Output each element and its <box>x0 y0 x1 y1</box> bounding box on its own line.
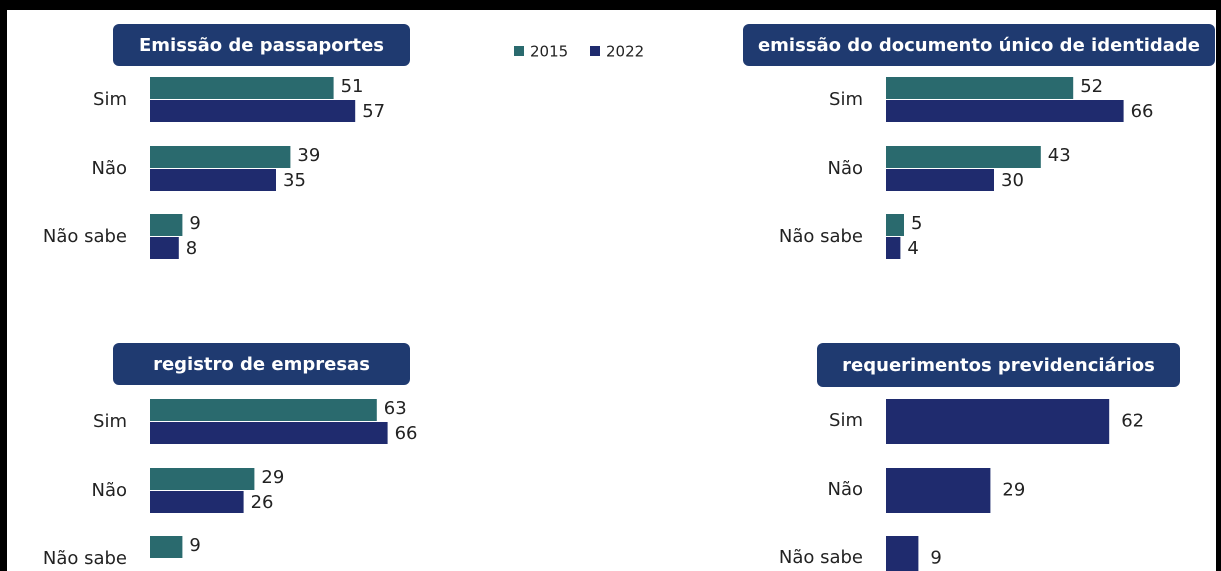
category-label: Não sabe <box>43 548 127 569</box>
value-label: 9 <box>930 548 941 569</box>
title-box <box>743 24 1215 66</box>
value-label: 52 <box>1080 76 1103 97</box>
bar <box>150 169 276 191</box>
value-label: 5 <box>911 213 922 234</box>
value-label: 63 <box>384 398 407 419</box>
bar <box>886 237 901 259</box>
panel-title: Emissão de passaportes <box>139 35 384 56</box>
frame-right <box>1216 0 1221 571</box>
bar <box>150 536 183 558</box>
category-label: Não <box>91 480 127 501</box>
category-label: Não <box>91 158 127 179</box>
bar <box>150 214 183 236</box>
category-label: Não sabe <box>779 226 863 247</box>
bar <box>886 146 1041 168</box>
panel-title: registro de empresas <box>153 354 370 375</box>
value-label: 30 <box>1001 170 1024 191</box>
title-box <box>113 24 410 66</box>
value-label: 51 <box>341 76 364 97</box>
bar <box>886 214 904 236</box>
value-label: 43 <box>1048 145 1071 166</box>
category-label: Sim <box>93 89 127 110</box>
value-label: 66 <box>1131 101 1154 122</box>
value-label: 62 <box>1121 411 1144 432</box>
category-label: Sim <box>93 411 127 432</box>
value-label: 4 <box>907 238 918 259</box>
legend-label: 2022 <box>606 43 644 61</box>
bar <box>886 77 1074 99</box>
value-label: 66 <box>395 423 418 444</box>
value-label: 9 <box>189 213 200 234</box>
category-label: Não sabe <box>43 226 127 247</box>
bar <box>150 77 334 99</box>
bar <box>886 399 1110 444</box>
bar <box>150 100 356 122</box>
panel-title: requerimentos previdenciários <box>842 355 1155 376</box>
value-label: 29 <box>1002 480 1025 501</box>
value-label: 57 <box>362 101 385 122</box>
value-label: 9 <box>189 535 200 556</box>
bar <box>150 146 291 168</box>
panel-title: emissão do documento único de identidade <box>758 35 1200 56</box>
bar <box>886 100 1124 122</box>
category-label: Sim <box>829 89 863 110</box>
legend-label: 2015 <box>530 43 568 61</box>
bar <box>886 169 994 191</box>
value-label: 8 <box>186 238 197 259</box>
category-label: Sim <box>829 410 863 431</box>
category-label: Não sabe <box>779 547 863 568</box>
bar <box>150 491 244 513</box>
category-label: Não <box>827 158 863 179</box>
category-label: Não <box>827 479 863 500</box>
title-box <box>113 343 410 385</box>
bar <box>150 237 179 259</box>
frame-left <box>0 0 7 571</box>
value-label: 29 <box>261 467 284 488</box>
bar <box>150 399 377 421</box>
title-box <box>817 343 1180 387</box>
value-label: 39 <box>297 145 320 166</box>
bar <box>886 536 919 571</box>
bar <box>150 468 255 490</box>
bar <box>150 422 388 444</box>
legend-swatch <box>590 46 600 56</box>
value-label: 26 <box>251 492 274 513</box>
legend-swatch <box>514 46 524 56</box>
frame-top <box>0 0 1221 10</box>
bar <box>886 468 991 513</box>
value-label: 35 <box>283 170 306 191</box>
